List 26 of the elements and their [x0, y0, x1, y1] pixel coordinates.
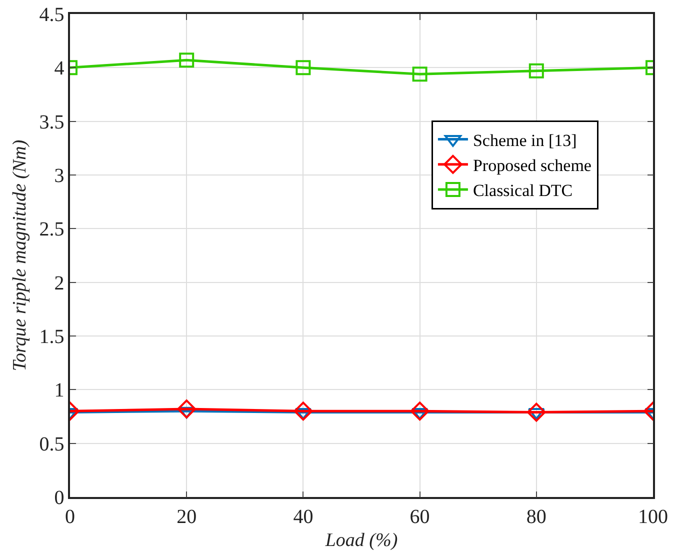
x-axis-title: Load (%)	[324, 530, 398, 552]
y-tick-label: 2	[54, 272, 64, 294]
x-tick-label: 100	[638, 506, 668, 528]
y-tick-label: 1	[54, 380, 64, 402]
x-tick-label: 40	[293, 506, 314, 528]
point	[294, 402, 313, 421]
y-tick-label: 0	[54, 487, 64, 509]
point	[412, 66, 428, 82]
y-tick-label: 3.5	[39, 111, 64, 134]
point	[296, 60, 311, 76]
point	[410, 402, 430, 421]
y-axis-title: Torque ripple magnitude (Nm)	[10, 140, 31, 372]
x-tick-label: 80	[526, 506, 546, 528]
legend-label: Classical DTC	[472, 181, 573, 200]
y-tick-label: 4.5	[39, 4, 64, 26]
y-tick-label: 0.5	[39, 433, 64, 456]
y-tick-label: 1.5	[39, 326, 64, 348]
x-tick-label: 60	[410, 506, 430, 528]
y-tick-label: 4	[54, 58, 64, 80]
x-tick-label: 20	[176, 506, 197, 528]
point	[294, 408, 312, 420]
y-tick-label: 3	[54, 165, 64, 187]
legend-label: Proposed scheme	[472, 156, 592, 176]
y-tick-label: 2.5	[39, 218, 64, 241]
point	[411, 408, 428, 420]
legend-label: Scheme in [13]	[472, 130, 577, 150]
